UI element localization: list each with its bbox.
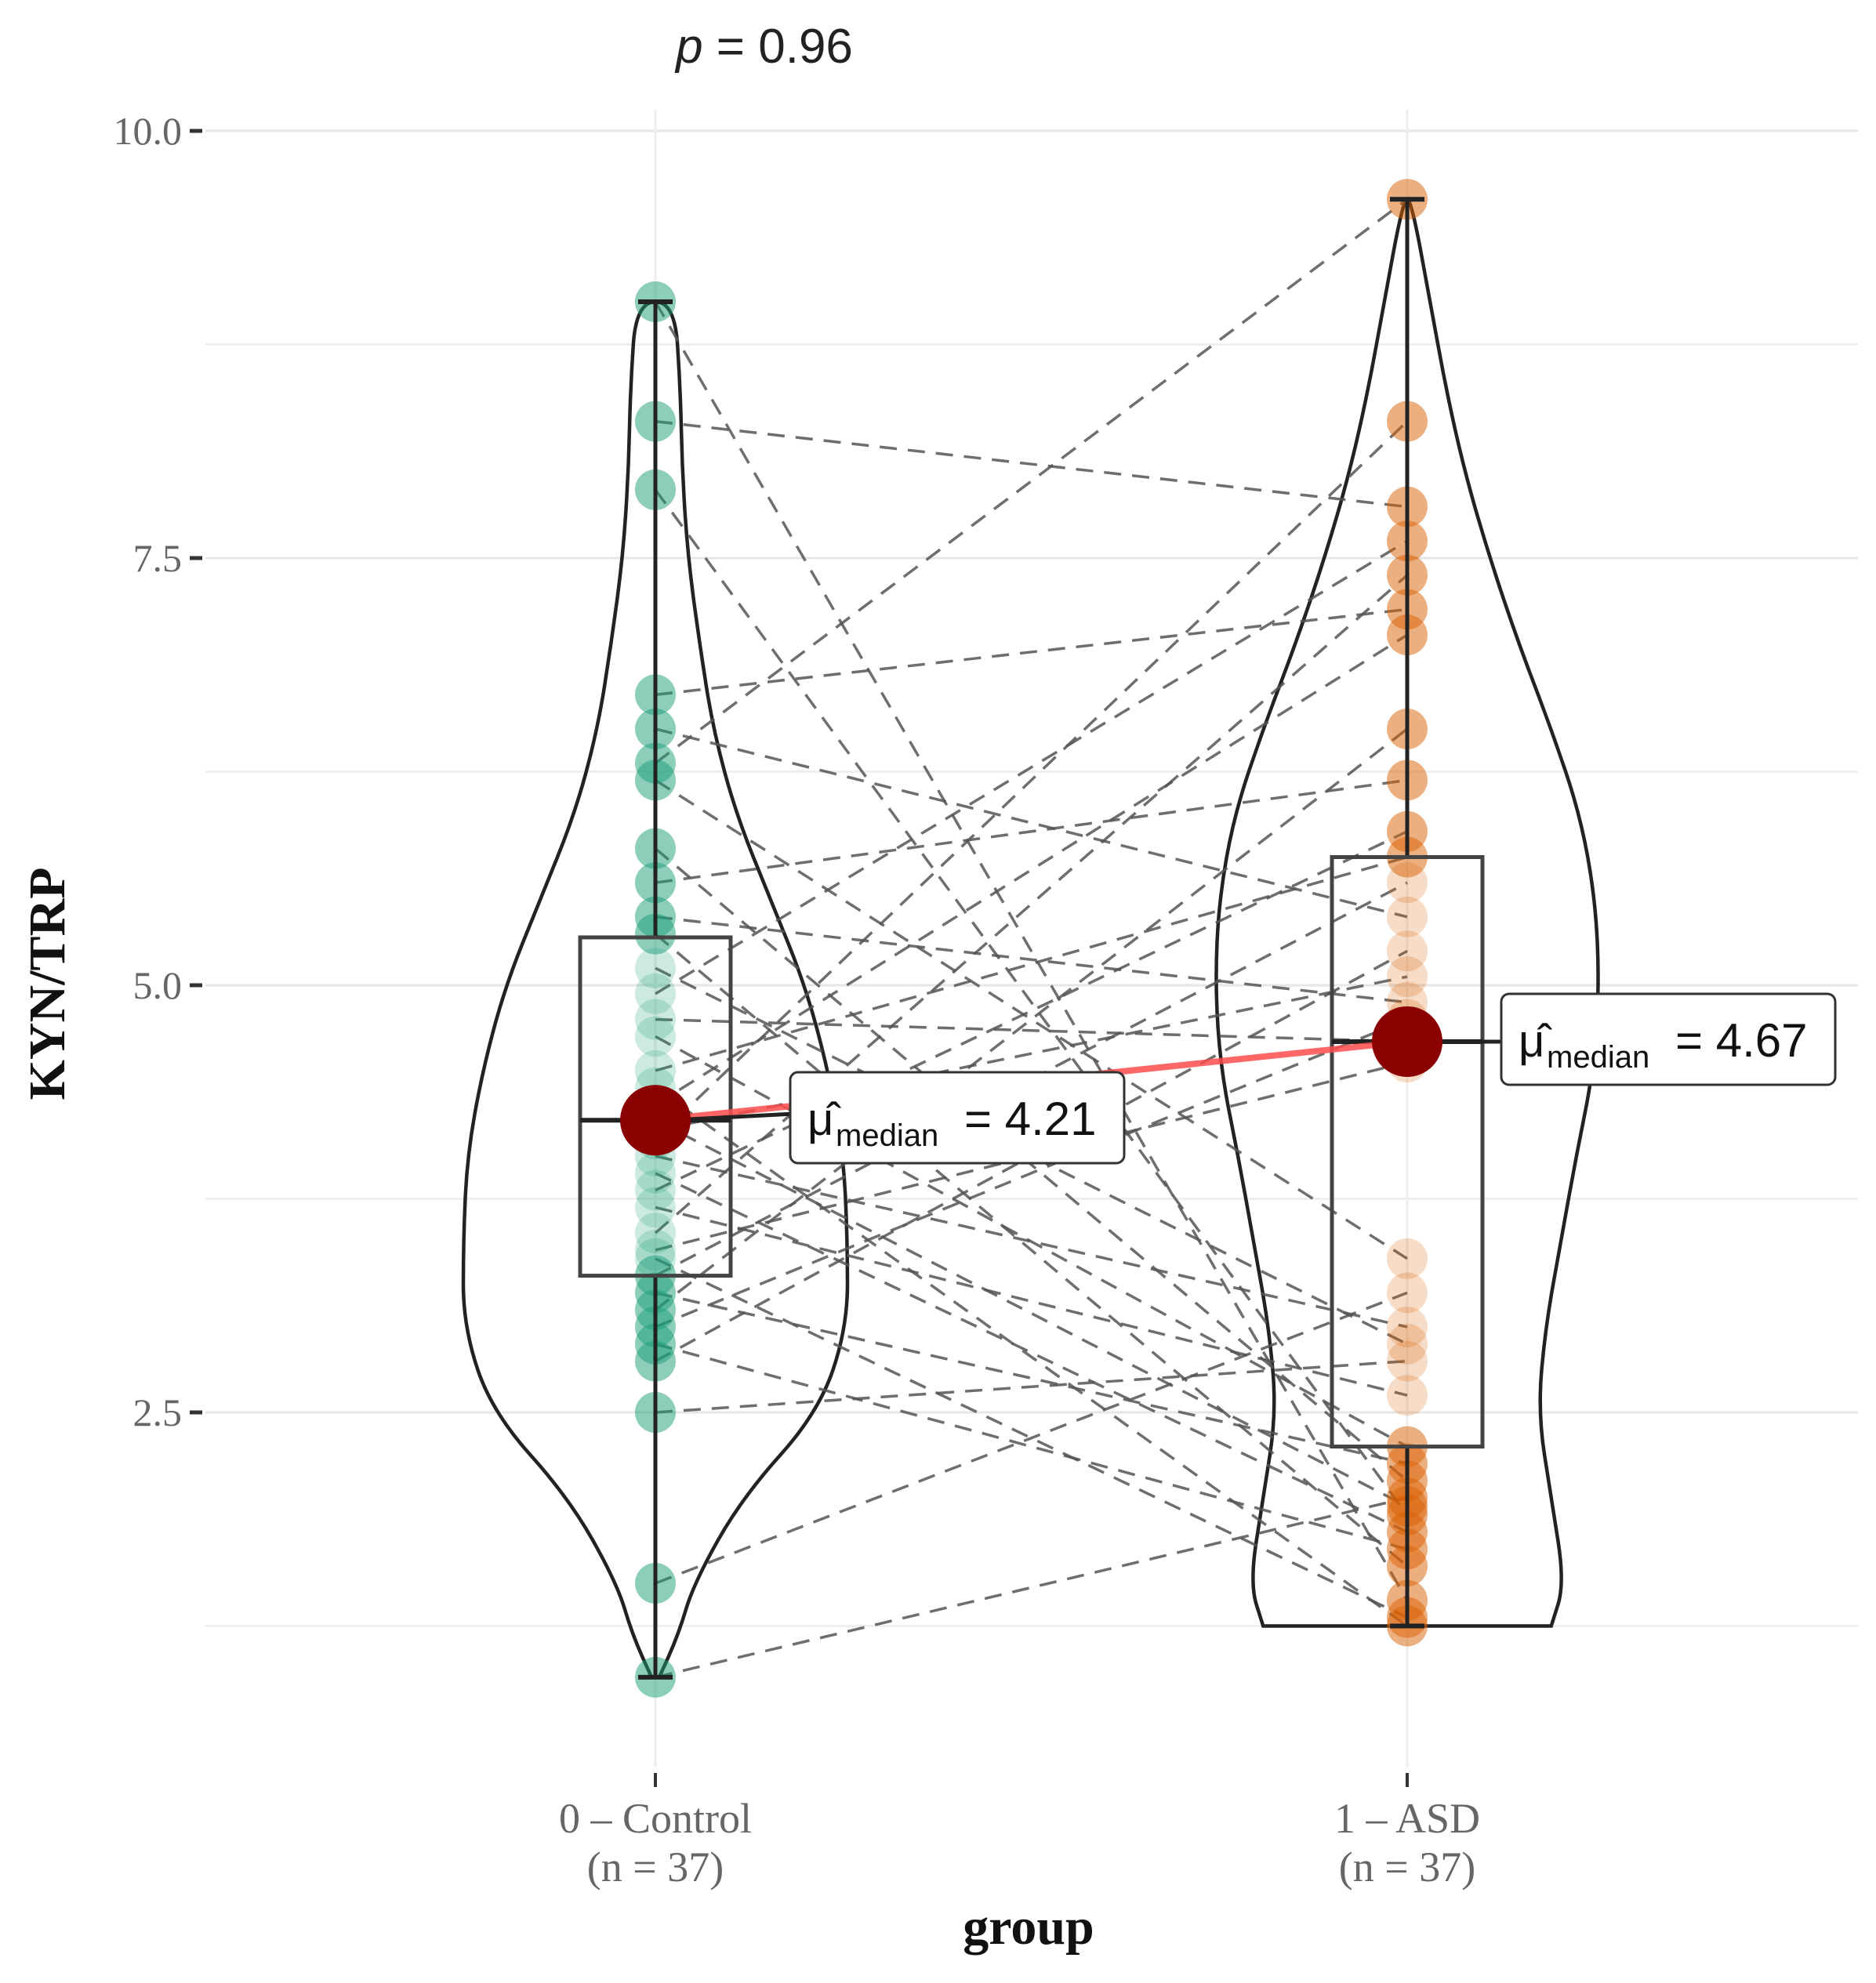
paired-line — [654, 420, 1409, 1140]
paired-line — [655, 1359, 1408, 1414]
paired-line — [655, 1257, 1408, 1619]
paired-line — [654, 847, 1409, 1482]
data-point-asd — [1387, 930, 1428, 972]
paired-line — [655, 727, 1408, 919]
median-label-leader-control — [670, 1111, 791, 1122]
y-tick-label-2-5: 2.5 — [133, 1390, 183, 1434]
median-label-control: μ̂ median = 4.21 — [789, 1071, 1126, 1165]
data-point-asd — [1387, 956, 1428, 998]
data-point-control — [635, 973, 676, 1014]
paired-line — [655, 607, 1408, 697]
data-point-control — [635, 1169, 676, 1211]
x-tick-label-asd: 1 – ASD — [1334, 1795, 1480, 1842]
data-point-control — [635, 1152, 676, 1194]
paired-line — [655, 1060, 1408, 1252]
median-label-value-asd: = 4.67 — [1675, 1014, 1808, 1067]
data-point-asd — [1387, 1323, 1428, 1365]
gridlines — [205, 110, 1858, 1767]
paired-line — [655, 1017, 1408, 1043]
median-label-asd: μ̂ median = 4.67 — [1500, 992, 1837, 1086]
data-point-asd — [1387, 1272, 1428, 1314]
paired-line — [654, 198, 1409, 764]
paired-line — [654, 1086, 1409, 1627]
x-axis-label: group — [963, 1898, 1094, 1956]
median-label-subscript-control: median — [836, 1118, 938, 1153]
data-point-control — [635, 1016, 676, 1057]
paired-line — [655, 633, 1408, 1107]
paired-line — [655, 1017, 1408, 1329]
paired-line — [655, 778, 1408, 884]
axes — [190, 129, 1409, 1787]
data-point-asd — [1387, 896, 1428, 937]
data-point-control — [635, 1050, 676, 1091]
paired-line — [655, 1291, 1408, 1585]
paired-line — [655, 830, 1408, 1192]
paired-line — [655, 915, 1408, 1004]
chart-title: p = 0.96 — [674, 20, 853, 74]
title-p-value: = 0.96 — [703, 20, 853, 74]
boxplots — [578, 197, 1485, 1680]
y-tick-label-7-5: 7.5 — [133, 536, 183, 580]
data-point-asd — [1387, 1307, 1428, 1347]
data-point-asd — [1387, 1340, 1428, 1382]
data-point-asd — [1387, 862, 1428, 904]
y-tick-label-10-0: 10.0 — [114, 109, 183, 153]
y-axis-label: KYN/TRP — [19, 868, 76, 1100]
paired-line — [654, 488, 1409, 1516]
median-label-box-control — [789, 1071, 1126, 1165]
median-label-subscript-asd: median — [1547, 1040, 1649, 1075]
data-point-control — [635, 1187, 676, 1228]
data-points — [635, 179, 1428, 1698]
median-label-box-asd — [1500, 992, 1837, 1086]
data-point-control — [635, 999, 676, 1040]
paired-line — [654, 301, 1409, 1601]
data-point-asd — [1387, 1375, 1428, 1416]
data-point-control — [635, 1213, 676, 1254]
median-point-control — [620, 1085, 691, 1156]
box-control — [578, 935, 733, 1278]
box-asd — [1330, 855, 1485, 1449]
x-count-label-asd: (n = 37) — [1339, 1843, 1475, 1891]
paired-line — [655, 1172, 1408, 1534]
paired-line — [655, 1343, 1408, 1551]
median-point-asd — [1372, 1006, 1442, 1077]
paired-line — [655, 1496, 1408, 1679]
paired-line — [655, 539, 1408, 995]
x-count-label-control: (n = 37) — [587, 1843, 724, 1891]
paired-lines — [654, 198, 1409, 1679]
paired-line — [655, 1291, 1408, 1466]
paired-line — [655, 419, 1408, 509]
median-label-value-control: = 4.21 — [964, 1093, 1097, 1145]
x-tick-label-control: 0 – Control — [559, 1795, 752, 1842]
data-point-asd — [1387, 1238, 1428, 1279]
paired-line — [655, 1155, 1408, 1329]
paired-line — [655, 1205, 1408, 1397]
title-p-symbol: p — [674, 20, 702, 74]
paired-line — [655, 778, 1408, 1260]
y-tick-label-5-0: 5.0 — [133, 963, 183, 1007]
data-point-control — [635, 948, 676, 989]
paired-line — [654, 933, 1409, 1568]
paired-line — [654, 727, 1409, 1311]
paired-line — [654, 574, 1409, 1234]
